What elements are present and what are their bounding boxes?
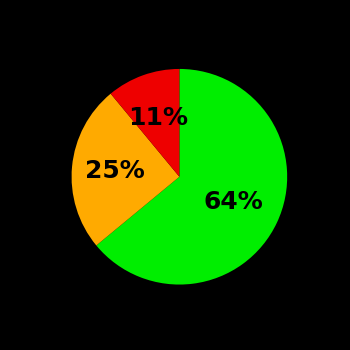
Wedge shape <box>72 94 179 245</box>
Wedge shape <box>96 69 287 285</box>
Wedge shape <box>111 69 180 177</box>
Text: 25%: 25% <box>85 159 145 183</box>
Text: 11%: 11% <box>128 106 188 130</box>
Text: 64%: 64% <box>203 190 263 214</box>
